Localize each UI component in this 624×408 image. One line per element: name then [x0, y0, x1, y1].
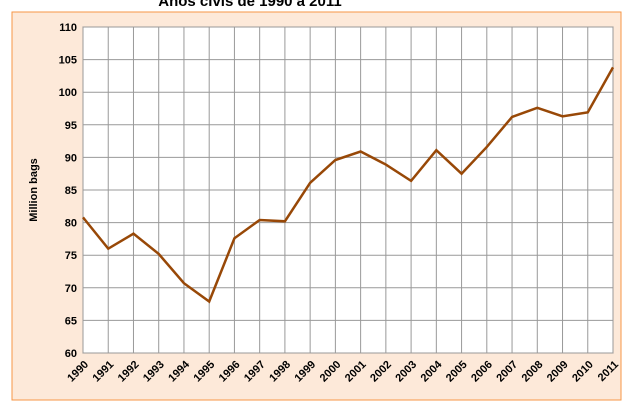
y-axis-label: Million bags	[28, 158, 40, 222]
data-line	[82, 66, 615, 304]
y-tick-label: 65	[65, 315, 77, 327]
y-tick-label: 95	[65, 120, 77, 132]
y-tick-label: 60	[65, 348, 77, 360]
y-tick-label: 100	[59, 87, 77, 99]
y-tick-label: 85	[65, 185, 77, 197]
y-tick-label: 110	[59, 22, 77, 34]
chart-title: Anos civis de 1990 a 2011	[158, 0, 341, 10]
y-tick-label: 75	[65, 250, 77, 262]
y-tick-label: 70	[65, 283, 77, 295]
y-tick-label: 80	[65, 218, 77, 230]
y-tick-label: 105	[59, 55, 77, 67]
y-tick-label: 90	[65, 152, 77, 164]
